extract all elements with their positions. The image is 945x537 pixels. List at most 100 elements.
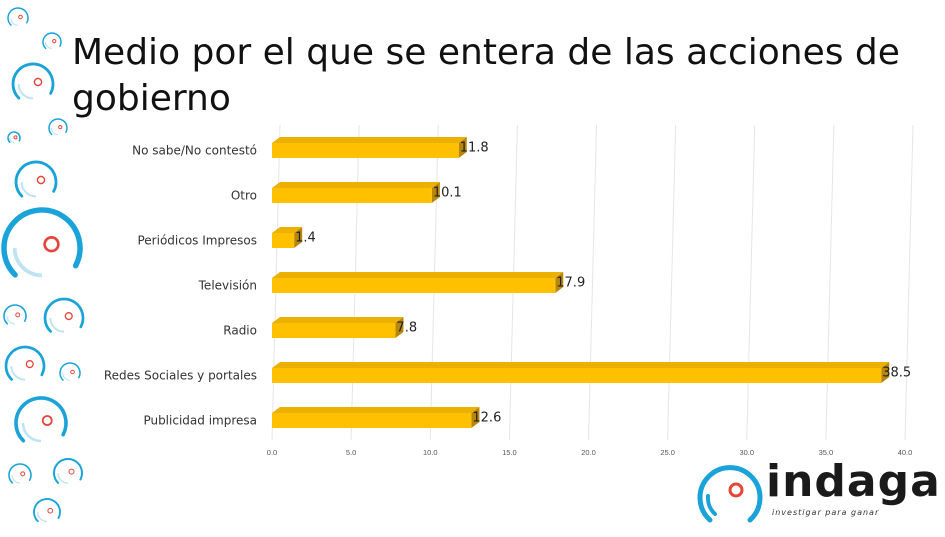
ring-inner-arc [12, 247, 43, 278]
ring-icon [4, 345, 46, 381]
ring-arc [53, 458, 83, 484]
category-label: Radio [223, 324, 257, 338]
data-label: 38.5 [882, 366, 911, 381]
ring-inner-arc [17, 83, 34, 100]
bar-group [272, 182, 440, 203]
bar-top [272, 317, 404, 323]
ring-icon [33, 498, 61, 523]
ring-dot [43, 236, 60, 253]
category-label: No sabe/No contestó [132, 144, 257, 158]
bar-top [272, 407, 480, 413]
ring-icon [48, 118, 68, 136]
x-tick-label: 0.0 [267, 448, 277, 457]
data-label: 1.4 [295, 231, 316, 246]
ring-icon [59, 362, 81, 381]
ring-inner-arc [62, 372, 71, 381]
ring-dot [58, 124, 63, 130]
ring-icon [7, 7, 29, 26]
ring-inner-arc [57, 472, 69, 484]
bar-group [272, 272, 564, 293]
ring-inner-arc [36, 511, 48, 523]
bar [272, 323, 396, 338]
bar-group [272, 227, 303, 248]
ring-dot [68, 468, 75, 475]
x-tick-label: 35.0 [819, 448, 834, 457]
ring-arc [59, 362, 81, 381]
x-gridline [904, 124, 914, 441]
data-label: 17.9 [556, 276, 585, 291]
category-label: Televisión [198, 279, 257, 293]
x-tick-label: 5.0 [346, 448, 356, 457]
bar-side [881, 362, 890, 383]
ring-dot [18, 14, 23, 20]
ring-dot [33, 77, 43, 87]
data-label: 11.8 [460, 141, 489, 156]
ring-icon [8, 463, 32, 484]
ring-arc [7, 7, 29, 26]
bar-top [272, 227, 303, 233]
x-gridline [588, 124, 597, 441]
x-tick-label: 40.0 [898, 448, 913, 457]
ring-icon [42, 32, 62, 50]
bar-side [395, 317, 404, 338]
bar-top [272, 362, 890, 368]
ring-inner-arc [49, 317, 65, 333]
x-gridline [746, 124, 756, 441]
ring-icon [1, 207, 83, 278]
ring-arc [43, 297, 85, 333]
ring-inner-arc [10, 17, 19, 26]
ring-inner-arc [21, 422, 42, 443]
ring-dot [13, 135, 18, 140]
ring-arc [42, 32, 62, 50]
ring-dot [36, 175, 46, 185]
bar-top [272, 137, 467, 143]
ring-dot [25, 360, 34, 369]
ring-arc [3, 304, 27, 325]
ring-icon [14, 160, 58, 198]
ring-dot [15, 312, 21, 318]
decorative-rings [1, 7, 85, 523]
category-label: Periódicos Impresos [137, 234, 257, 248]
x-gridline [667, 124, 677, 441]
data-label: 10.1 [433, 186, 462, 201]
ring-inner-arc [44, 41, 53, 50]
ring-inner-arc [10, 365, 26, 381]
ring-icon [3, 304, 27, 325]
ring-icon [43, 297, 85, 333]
ring-arc [11, 62, 55, 100]
bar-group [272, 362, 890, 383]
ring-arc [8, 463, 32, 484]
category-label: Otro [231, 189, 257, 203]
ring-arc [1, 207, 83, 278]
bar [272, 143, 459, 158]
category-label: Redes Sociales y portales [104, 369, 257, 383]
ring-inner-arc [11, 474, 21, 484]
brand-name: indaga [766, 456, 941, 507]
brand-tagline: investigar para ganar [772, 508, 880, 517]
ring-arc [14, 160, 58, 198]
category-label: Publicidad impresa [143, 414, 257, 428]
ring-icon [11, 62, 55, 100]
bar [272, 413, 472, 428]
ring-dot [70, 369, 75, 375]
bar-side [471, 407, 480, 428]
data-label: 12.6 [472, 411, 501, 426]
bar-side [294, 227, 303, 248]
brand-logo: indaga investigar para ganar [694, 456, 940, 532]
ring-dot [64, 312, 73, 321]
ring-dot [52, 38, 57, 44]
ring-dot [47, 507, 54, 514]
bar-group [272, 137, 467, 158]
ring-arc [33, 498, 61, 523]
bar-side [458, 137, 467, 158]
ring-inner-arc [9, 137, 15, 143]
x-tick-label: 20.0 [581, 448, 596, 457]
bar [272, 278, 556, 293]
ring-icon [53, 458, 83, 484]
ring-dot [20, 471, 26, 477]
ring-inner-arc [50, 127, 59, 136]
bar-group [272, 317, 404, 338]
ring-icon [7, 131, 21, 143]
ring-arc [4, 345, 46, 381]
